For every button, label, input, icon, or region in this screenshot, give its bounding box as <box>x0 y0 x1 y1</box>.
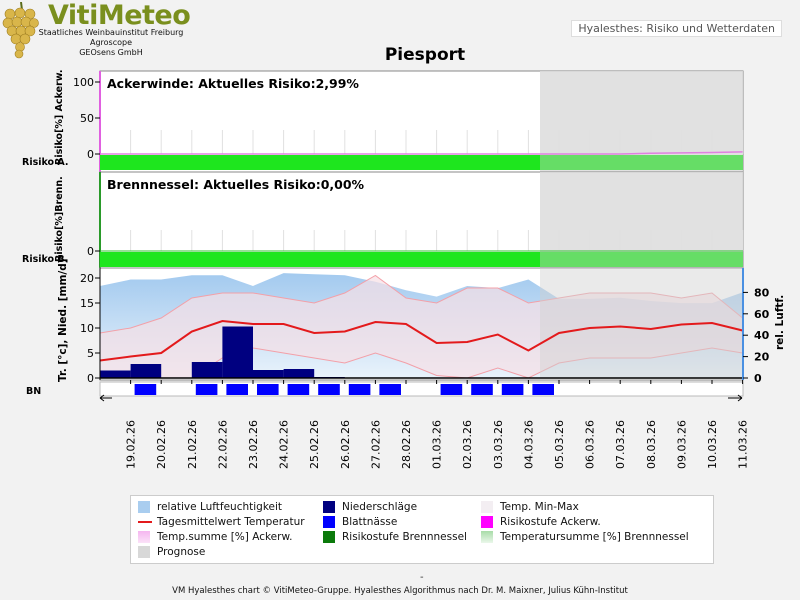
blattnaesse-bar <box>471 384 493 395</box>
org-line: GEOsens GmbH <box>79 48 143 57</box>
ytick-label: 0 <box>87 372 94 385</box>
xtick-label: 08.03.26 <box>645 420 658 469</box>
chart-legend: relative Luftfeuchtigkeit Niederschläge … <box>130 495 714 564</box>
rain-bar <box>100 370 131 378</box>
y2tick-label: 60 <box>754 308 770 321</box>
blattnaesse-bar <box>440 384 463 395</box>
blattnaesse-bar <box>195 384 218 395</box>
panel-ackerwinde: Ackerwinde: Aktuelles Risiko:2,99% 0 50 10… <box>22 69 744 173</box>
brand-logo: VitiMeteo <box>48 0 191 31</box>
xtick-label: 28.02.26 <box>400 420 413 469</box>
ytick-label: 100 <box>73 76 94 89</box>
blattnaesse-label: BN <box>26 386 41 397</box>
risk-band-brennnessel <box>100 252 540 267</box>
blattnaesse-bar <box>501 384 524 395</box>
xtick-label: 10.03.26 <box>706 420 719 469</box>
blattnaesse-row: BN <box>26 381 744 397</box>
xtick-label: 25.02.26 <box>308 420 321 469</box>
blattnaesse-bar <box>257 384 279 395</box>
ytick-label: 20 <box>80 272 94 285</box>
xtick-label: 06.03.26 <box>584 420 597 469</box>
xtick-label: 26.02.26 <box>339 420 352 469</box>
brennnessel-ylabel: Risiko[%]Brenn. <box>54 176 65 262</box>
blattnaesse-bar <box>226 384 248 395</box>
xtick-label: 04.03.26 <box>522 420 535 469</box>
organization-list: Staatliches Weinbauinstitut Freiburg Agr… <box>36 28 186 58</box>
scroll-left-icon[interactable] <box>99 394 112 402</box>
ackerwinde-risk-title: Ackerwinde: Aktuelles Risiko:2,99% <box>107 76 359 91</box>
scroll-right-icon[interactable] <box>728 394 743 402</box>
xtick-label: 07.03.26 <box>614 420 627 469</box>
org-line: Staatliches Weinbauinstitut Freiburg <box>38 28 184 37</box>
y2tick-label: 20 <box>754 351 770 364</box>
rain-bar <box>130 364 162 378</box>
rain-bar <box>222 326 253 378</box>
xtick-label: 19.02.26 <box>125 420 138 469</box>
xtick-label: 01.03.26 <box>431 420 444 469</box>
panel-weather: 0 5 10 15 20 0 20 40 60 80 Tr. [°c], Nied. [mm/d… <box>57 258 786 385</box>
xtick-label: 22.02.26 <box>216 420 229 469</box>
blattnaesse-bar <box>318 384 340 395</box>
xtick-label: 21.02.26 <box>186 420 199 469</box>
rain-bar <box>191 362 223 378</box>
ytick-label: 15 <box>80 297 94 310</box>
xtick-label: 03.03.26 <box>492 420 505 469</box>
risk-band-brennnessel-prognose <box>540 252 743 267</box>
xtick-label: 24.02.26 <box>278 420 291 469</box>
ytick-label: 5 <box>87 347 94 360</box>
ackerwinde-side-label: Risiko A. <box>22 157 69 168</box>
brennnessel-risk-title: Brennnessel: Aktuelles Risiko:0,00% <box>107 177 365 192</box>
weather-y2label: rel. Luftf. <box>774 295 786 350</box>
blattnaesse-bar <box>379 384 401 395</box>
ytick-label: 0 <box>87 245 94 258</box>
y2tick-label: 40 <box>754 329 770 342</box>
xtick-label: 02.03.26 <box>461 420 474 469</box>
risk-band-ackerwinde-prognose <box>540 155 743 170</box>
xtick-label: 11.03.26 <box>737 420 750 469</box>
rain-bar <box>283 369 315 378</box>
footer-dash: - <box>420 572 424 583</box>
org-line: Agroscope <box>89 38 133 47</box>
grape-logo-icon <box>2 2 39 59</box>
hyalesthes-chart: Piesport Ackerwinde: Aktuelles Risiko:2,… <box>22 45 786 469</box>
weather-ylabel: Tr. [°c], Nied. [mm/d] <box>57 258 69 382</box>
risk-band-ackerwinde <box>100 155 540 170</box>
blattnaesse-bar <box>134 384 157 395</box>
blattnaesse-bar <box>532 384 554 395</box>
y2tick-label: 80 <box>754 286 770 299</box>
temperature-mean-line <box>99 319 743 362</box>
xtick-label: 23.02.26 <box>247 420 260 469</box>
xtick-label: 27.02.26 <box>369 420 382 469</box>
ytick-label: 0 <box>87 148 94 161</box>
ytick-label: 50 <box>80 112 94 125</box>
ackerwinde-ylabel: Risiko[%] Ackerw. <box>54 69 65 165</box>
xtick-label: 09.03.26 <box>675 420 688 469</box>
rain-bar <box>253 370 284 378</box>
xtick-label: 05.03.26 <box>553 420 566 469</box>
brennnessel-side-label: Risiko B. <box>22 254 68 265</box>
xtick-label: 20.02.26 <box>155 420 168 469</box>
panel-brennnessel: Brennnessel: Aktuelles Risiko:0,00% 0 Ri… <box>22 171 744 269</box>
chart-title: Piesport <box>385 45 465 65</box>
y2tick-label: 0 <box>754 372 762 385</box>
blattnaesse-bar <box>287 384 310 395</box>
blattnaesse-bar <box>348 384 371 395</box>
ackerwinde-temp-sum-line <box>100 151 743 155</box>
app-name-label: Hyalesthes: Risiko und Wetterdaten <box>571 20 782 37</box>
ytick-label: 10 <box>80 322 94 335</box>
footer-credit: VM Hyalesthes chart © VitiMeteo-Gruppe. … <box>172 586 628 596</box>
